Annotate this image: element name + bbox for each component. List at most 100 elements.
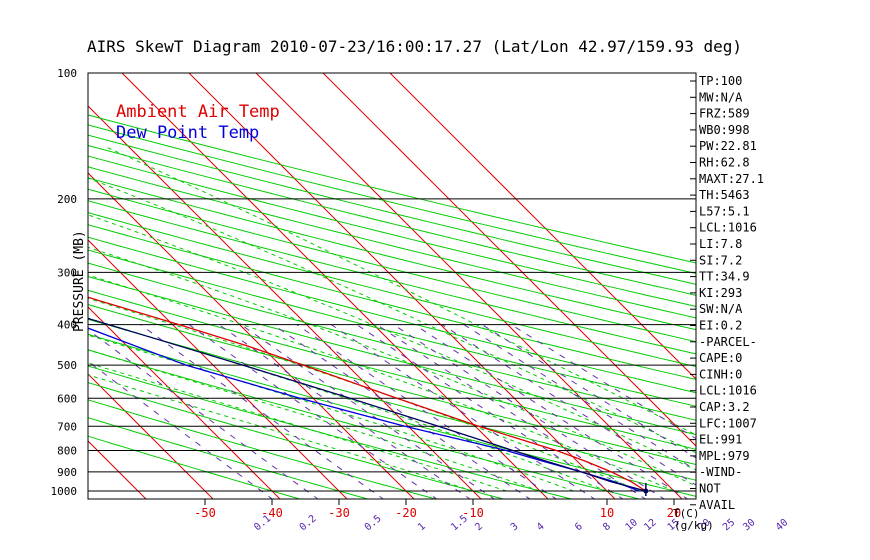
pressure-tick-label: 800 [57,444,77,457]
dry-adiabat-line [88,318,696,481]
mixing-ratio-label: 10 [624,517,640,533]
bottom-axis-tick-label: 20 [667,506,681,520]
mixing-ratio-label: 2 [473,521,485,533]
dry-adiabat-line [88,188,696,343]
moist-adiabat-line [88,362,507,492]
pressure-tick-label: 100 [57,67,77,80]
dry-adiabat-line [88,177,696,331]
grid-layer [0,64,696,500]
index-item: FRZ:589 [699,107,750,121]
pressure-tick-label: 200 [57,193,77,206]
dry-adiabat-line [88,417,370,499]
index-item: PW:22.81 [699,139,757,153]
pressure-tick-label: 700 [57,420,77,433]
mixing-ratio-line [463,324,696,471]
isotherm-line [88,239,348,499]
dry-adiabat-line [88,224,696,380]
index-item: RH:62.8 [699,156,750,170]
dry-adiabat-line [88,333,696,497]
dry-adiabat-line [88,349,642,499]
moist-adiabat-line [104,146,696,436]
mixing-ratio-line [356,324,624,499]
pressure-tick-label: 900 [57,466,77,479]
chart-title: AIRS SkewT Diagram 2010-07-23/16:00:17.2… [87,37,742,56]
dry-adiabat-line [88,435,302,499]
index-item: MPL:979 [699,449,750,463]
isotherm-line [88,306,281,499]
dry-adiabat-line [88,212,696,368]
bottom-axis-tick-label: -50 [194,506,216,520]
index-item: WB0:998 [699,123,750,137]
mixing-ratio-label: 0.5 [363,513,384,533]
pressure-tick-label: 600 [57,392,77,405]
index-item: SW:N/A [699,302,743,316]
dry-adiabat-line [88,166,696,319]
bottom-axis-tick-label: -40 [261,506,283,520]
pressure-tick-label: 500 [57,359,77,372]
index-item: LI:7.8 [699,237,742,251]
temp-unit-label: T(C) [673,507,700,520]
index-item: LCL:1016 [699,221,757,235]
moist-adiabat-line [88,349,541,492]
ambient-temp-line [88,296,647,492]
mixing-ratio-line [273,324,531,499]
dry-adiabat-line [88,249,696,407]
moist-adiabat-line [88,374,474,492]
mixing-ratio-unit-label: (g/kg) [674,519,714,532]
mixing-ratio-line [240,324,496,499]
index-item: SI:7.2 [699,253,742,267]
index-item: MW:N/A [699,90,743,104]
mixing-ratio-label: 12 [642,517,658,533]
index-item: TT:34.9 [699,270,750,284]
mixing-ratio-label: 30 [741,517,757,533]
mixing-ratio-label: 3 [509,521,521,533]
pressure-tick-label: 300 [57,266,77,279]
index-item: EI:0.2 [699,319,742,333]
bottom-axis-tick-label: 10 [600,506,614,520]
mixing-ratio-line [88,329,319,499]
dry-adiabat-line [88,200,696,355]
mixing-ratio-label: 0.2 [298,513,319,533]
pressure-tick-label: 400 [57,319,77,332]
index-item: AVAIL [699,498,735,512]
dry-adiabat-line [88,289,696,450]
parcel-path-line [88,317,647,492]
index-item: KI:293 [699,286,742,300]
index-item: CAPE:0 [699,351,742,365]
isotherm-line [322,73,696,447]
isotherm-line [389,73,696,380]
mixing-ratio-label: 1 [416,521,428,533]
mixing-ratio-line [511,324,696,440]
mixing-ratio-label: 6 [573,521,585,533]
dry-adiabat-line [88,155,696,307]
legend-dew-point-temp: Dew Point Temp [116,123,259,143]
index-item: -PARCEL- [699,335,757,349]
dry-adiabat-line [88,144,696,296]
moist-adiabat-line [88,274,675,492]
moist-adiabat-line [88,334,574,492]
moist-adiabat-line [88,177,696,454]
dry-adiabat-line [88,275,696,436]
series-layer [88,296,647,492]
index-item: TH:5463 [699,188,750,202]
index-item: LCL:1016 [699,384,757,398]
mixing-ratio-label: 4 [535,521,547,533]
legend: Ambient Air Temp Dew Point Temp [116,102,280,143]
mixing-ratio-line [188,324,438,499]
dry-adiabat-line [88,262,696,421]
plot-frame [87,72,697,500]
index-item: NOT [699,482,721,496]
dry-adiabat-line [88,399,438,499]
index-item: CAP:3.2 [699,400,750,414]
wind-barb-marker [643,483,649,496]
moist-adiabat-line [88,297,641,492]
bottom-axis-tick-label: -20 [395,506,417,520]
isotherm-line [0,64,80,500]
dry-adiabat-line [88,236,696,394]
mixing-ratio-line [481,324,696,459]
pressure-axis: 100 200 300 400 500 600 700 800 900 1000 [51,67,78,498]
isobar-layer [88,198,696,492]
index-item: LFC:1007 [699,416,757,430]
pressure-tick-label: 1000 [51,485,78,498]
